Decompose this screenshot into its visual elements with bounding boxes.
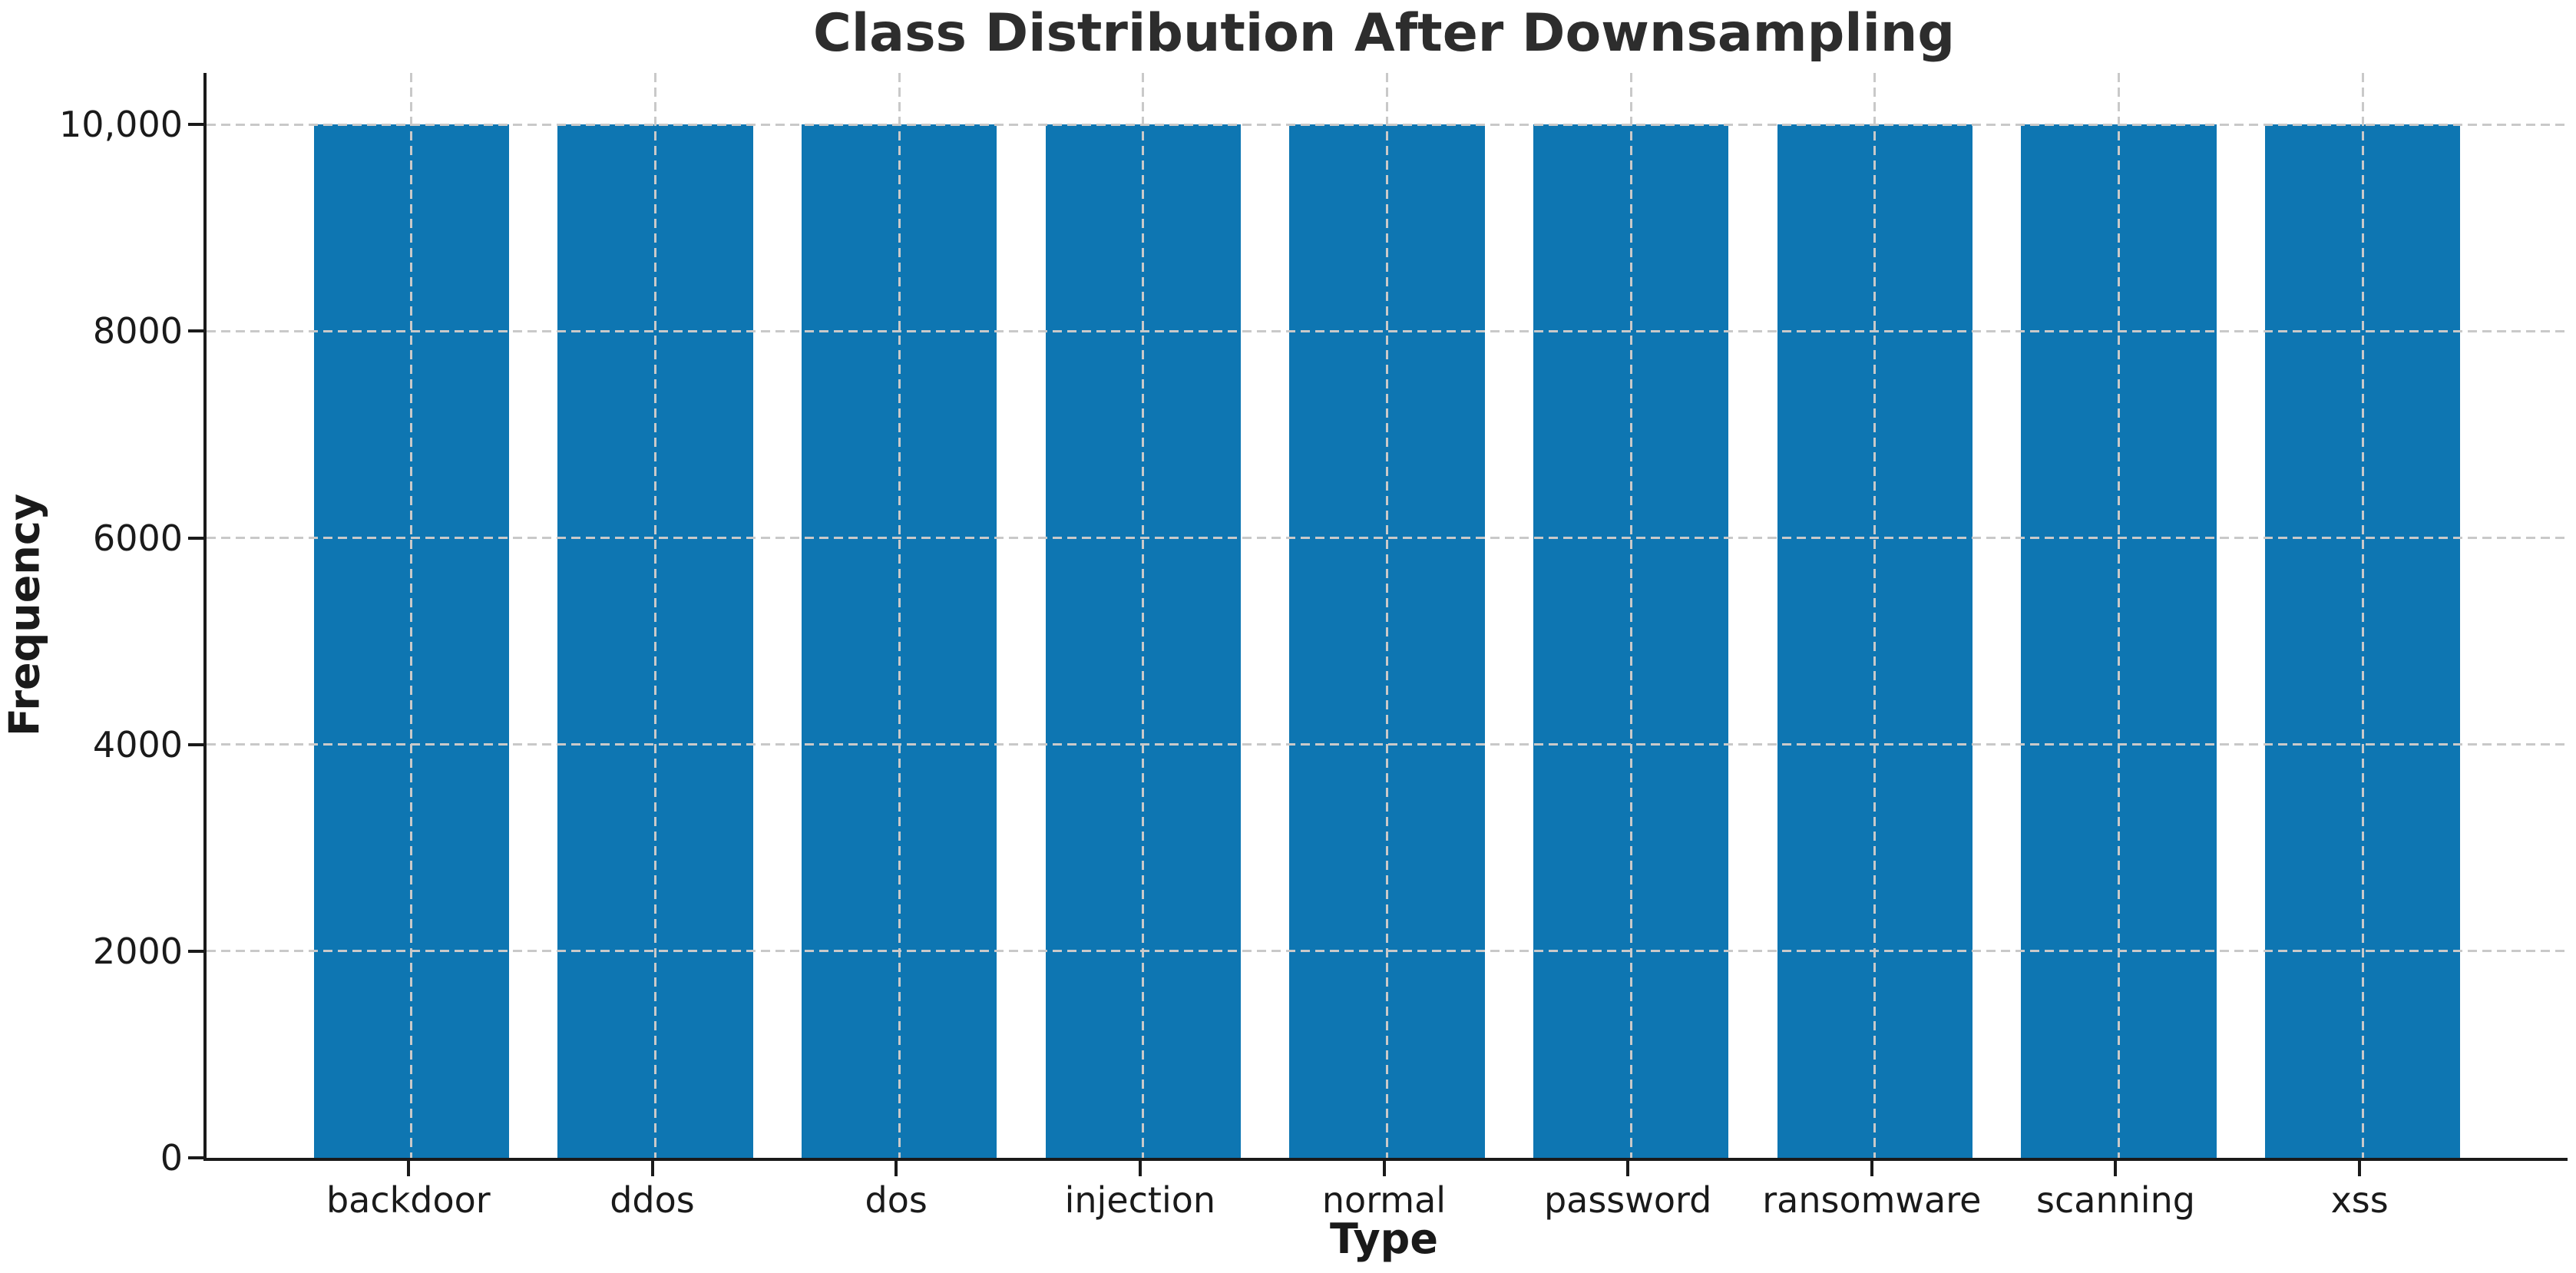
gridline-x-injection	[1142, 73, 1145, 1158]
x-tick-mark-ddos	[650, 1161, 654, 1176]
y-tick-mark-0	[188, 1156, 203, 1159]
x-tick-label-password: password	[1543, 1179, 1712, 1221]
y-tick-label-4000: 4000	[92, 723, 183, 765]
plot-area	[203, 73, 2568, 1161]
x-tick-mark-password	[1626, 1161, 1630, 1176]
x-tick-label-injection: injection	[1064, 1179, 1216, 1221]
x-tick-mark-ransomware	[1870, 1161, 1873, 1176]
y-tick-label-6000: 6000	[92, 517, 183, 559]
gridline-x-xss	[2361, 73, 2364, 1158]
y-tick-mark-6000	[188, 536, 203, 540]
y-tick-label-2000: 2000	[92, 930, 183, 972]
x-tick-mark-scanning	[2114, 1161, 2118, 1176]
gridline-x-dos	[898, 73, 901, 1158]
x-tick-mark-normal	[1382, 1161, 1386, 1176]
x-tick-label-ransomware: ransomware	[1762, 1179, 1982, 1221]
x-tick-label-scanning: scanning	[2036, 1179, 2195, 1221]
y-tick-mark-10000	[188, 123, 203, 127]
y-tick-mark-2000	[188, 949, 203, 953]
y-tick-label-8000: 8000	[92, 310, 183, 352]
y-tick-label-10000: 10,000	[59, 104, 183, 146]
x-tick-label-backdoor: backdoor	[326, 1179, 491, 1221]
gridline-x-ddos	[654, 73, 656, 1158]
x-tick-label-ddos: ddos	[610, 1179, 695, 1221]
y-tick-mark-8000	[188, 329, 203, 333]
x-tick-label-normal: normal	[1321, 1179, 1447, 1221]
gridline-x-scanning	[2117, 73, 2120, 1158]
chart-title: Class Distribution After Downsampling	[812, 3, 1956, 64]
x-tick-mark-injection	[1138, 1161, 1142, 1176]
gridline-x-normal	[1386, 73, 1388, 1158]
y-tick-label-0: 0	[160, 1137, 183, 1179]
x-tick-mark-xss	[2358, 1161, 2362, 1176]
x-tick-mark-dos	[894, 1161, 898, 1176]
gridline-x-password	[1629, 73, 1632, 1158]
x-tick-label-dos: dos	[865, 1179, 928, 1221]
y-tick-mark-4000	[188, 742, 203, 746]
gridline-x-ransomware	[1873, 73, 1877, 1158]
x-axis-label: Type	[1330, 1215, 1438, 1263]
x-tick-mark-backdoor	[406, 1161, 410, 1176]
gridline-x-backdoor	[410, 73, 413, 1158]
x-tick-label-xss: xss	[2330, 1179, 2389, 1221]
